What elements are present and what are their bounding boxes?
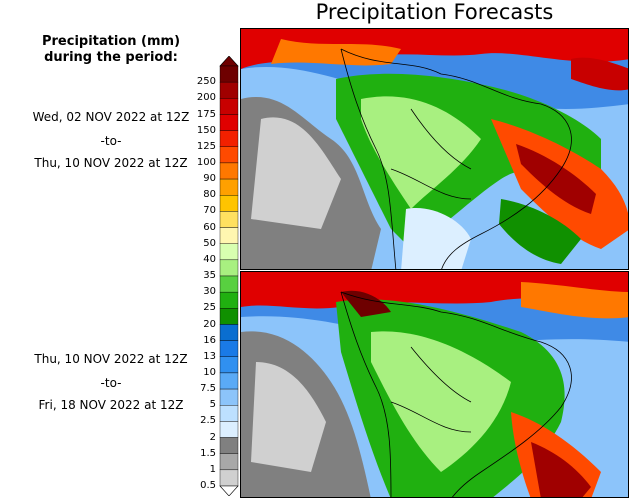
colorbar-tick-label: 1 <box>209 463 216 475</box>
colorbar-swatch <box>219 162 239 180</box>
colorbar-tick-label: 175 <box>196 108 216 120</box>
legend-heading-line1: Precipitation (mm) <box>41 34 181 49</box>
colorbar-tick-label: 200 <box>196 92 216 104</box>
precip-colorbar <box>219 56 239 496</box>
colorbar-swatch <box>219 324 239 341</box>
colorbar-tick-label: 80 <box>203 189 216 201</box>
legend-heading-line2: during the period: <box>44 50 178 65</box>
colorbar-swatch <box>219 259 239 277</box>
period2-sep: -to- <box>100 376 122 390</box>
colorbar-tick-label: 70 <box>203 205 216 217</box>
colorbar-tick-label: 0.5 <box>200 480 216 491</box>
period1-end: Thu, 10 NOV 2022 at 12Z <box>34 156 188 170</box>
colorbar-arrow-top <box>219 56 239 67</box>
colorbar-tick-label: 13 <box>203 350 216 362</box>
colorbar-swatch <box>219 195 239 212</box>
precip-map-period1 <box>241 29 628 269</box>
colorbar-swatch <box>219 469 239 487</box>
colorbar-swatch <box>219 421 239 438</box>
colorbar-swatch <box>219 146 239 164</box>
colorbar-swatch <box>219 227 239 244</box>
colorbar-swatch <box>219 65 239 83</box>
colorbar-tick-label: 150 <box>196 124 216 136</box>
colorbar-swatch <box>219 372 239 390</box>
map-panel-period1 <box>240 28 629 270</box>
colorbar-tick-label: 10 <box>203 366 216 378</box>
colorbar-tick-label: 20 <box>203 318 216 330</box>
map-panel-period2 <box>240 271 629 498</box>
colorbar-tick-label: 25 <box>203 302 216 314</box>
colorbar-swatch <box>219 388 239 406</box>
colorbar-tick-label: 40 <box>203 253 216 265</box>
precip-map-period2 <box>241 272 628 497</box>
colorbar-swatch <box>219 405 239 422</box>
colorbar-tick-label: 50 <box>203 237 216 249</box>
colorbar-tick-label: 5 <box>209 399 216 411</box>
colorbar-tick-label: 100 <box>196 156 216 168</box>
period2-end: Fri, 18 NOV 2022 at 12Z <box>38 398 184 412</box>
colorbar-swatch <box>219 340 239 357</box>
colorbar-tick-label: 16 <box>203 334 216 346</box>
colorbar-swatch <box>219 81 239 99</box>
colorbar-tick-label: 7.5 <box>200 383 216 395</box>
colorbar-swatch <box>219 437 239 454</box>
colorbar-swatch <box>219 130 239 147</box>
period2-start: Thu, 10 NOV 2022 at 12Z <box>34 352 188 366</box>
colorbar-swatch <box>219 356 239 374</box>
colorbar-tick-label: 125 <box>196 140 216 152</box>
period1-start: Wed, 02 NOV 2022 at 12Z <box>32 110 190 124</box>
legend-heading: Precipitation (mm) during the period: <box>0 34 222 66</box>
colorbar-swatch <box>219 243 239 261</box>
colorbar-swatch <box>219 291 239 309</box>
colorbar-tick-label: 2 <box>209 431 216 443</box>
colorbar-tick-label: 1.5 <box>200 447 216 459</box>
colorbar-tick-label: 30 <box>203 286 216 298</box>
colorbar-swatch <box>219 98 239 115</box>
colorbar-swatch <box>219 453 239 471</box>
colorbar-swatch <box>219 308 239 325</box>
colorbar-tick-label: 90 <box>203 173 216 185</box>
period1-sep: -to- <box>100 134 122 148</box>
colorbar-tick-label: 2.5 <box>200 415 216 427</box>
colorbar-tick-label: 35 <box>203 270 216 281</box>
colorbar-arrow-bottom <box>219 485 239 496</box>
colorbar-swatch <box>219 114 239 131</box>
colorbar-swatch <box>219 211 239 228</box>
page-title: Precipitation Forecasts <box>315 0 554 24</box>
colorbar-swatch <box>219 275 239 293</box>
colorbar-tick-label: 60 <box>203 221 216 233</box>
colorbar-swatch <box>219 178 239 196</box>
colorbar-tick-label: 250 <box>196 76 216 88</box>
